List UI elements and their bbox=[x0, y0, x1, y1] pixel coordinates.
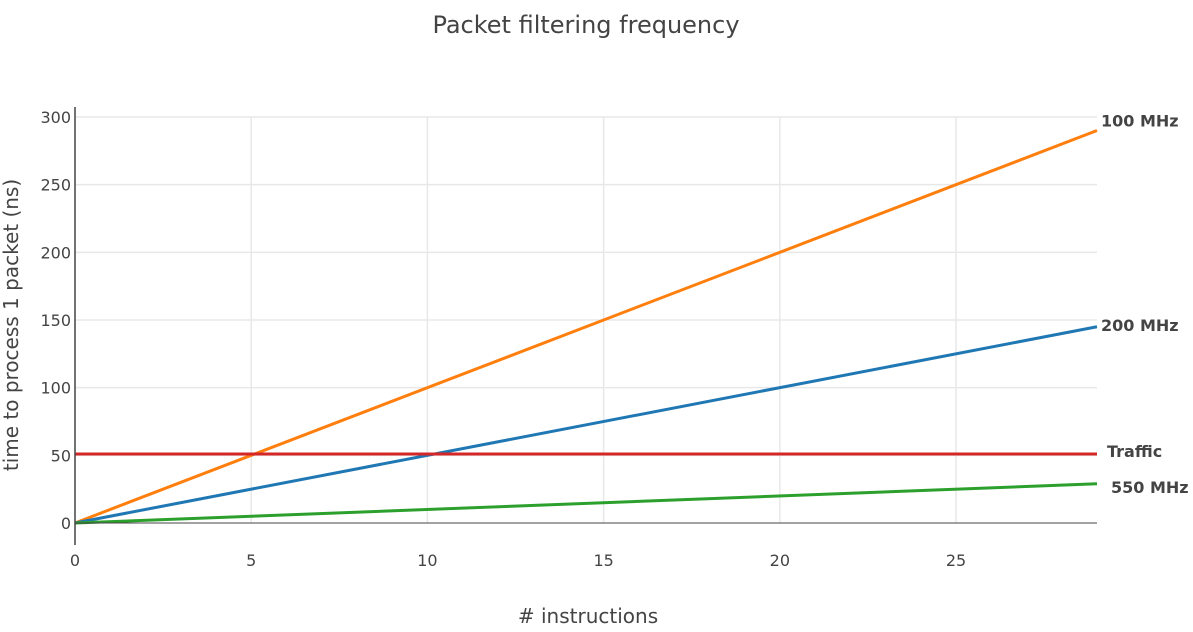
x-tick-label: 20 bbox=[770, 551, 790, 570]
y-tick-label: 200 bbox=[40, 243, 71, 262]
series-line-550-mhz bbox=[74, 482, 1098, 525]
x-axis-title: # instructions bbox=[518, 604, 658, 628]
series-line-200-mhz bbox=[74, 325, 1098, 525]
label-layer: 0 50 100 150 200 250 300 0 5 10 15 20 25 100 MHz 200 M… bbox=[40, 108, 1188, 570]
x-tick-label: 5 bbox=[246, 551, 256, 570]
series-layer bbox=[74, 129, 1098, 525]
series-label-traffic: Traffic bbox=[1107, 442, 1162, 461]
x-tick-label: 25 bbox=[946, 551, 966, 570]
series-line-100-mhz bbox=[74, 129, 1098, 525]
y-tick-label: 250 bbox=[40, 176, 71, 195]
series-label-200-mhz: 200 MHz bbox=[1101, 316, 1179, 335]
y-tick-label: 50 bbox=[51, 446, 71, 465]
x-tick-label: 15 bbox=[593, 551, 613, 570]
y-axis-title: time to process 1 packet (ns) bbox=[0, 179, 23, 471]
chart-title: Packet filtering frequency bbox=[432, 11, 739, 39]
y-tick-label: 150 bbox=[40, 311, 71, 330]
axis-layer bbox=[74, 107, 1097, 545]
grid-layer bbox=[75, 116, 1097, 523]
x-tick-label: 0 bbox=[70, 551, 80, 570]
y-tick-label: 100 bbox=[40, 379, 71, 398]
series-label-100-mhz: 100 MHz bbox=[1101, 112, 1179, 131]
y-tick-label: 0 bbox=[61, 514, 71, 533]
y-tick-label: 300 bbox=[40, 108, 71, 127]
x-tick-label: 10 bbox=[417, 551, 437, 570]
series-label-550-mhz: 550 MHz bbox=[1111, 478, 1189, 497]
